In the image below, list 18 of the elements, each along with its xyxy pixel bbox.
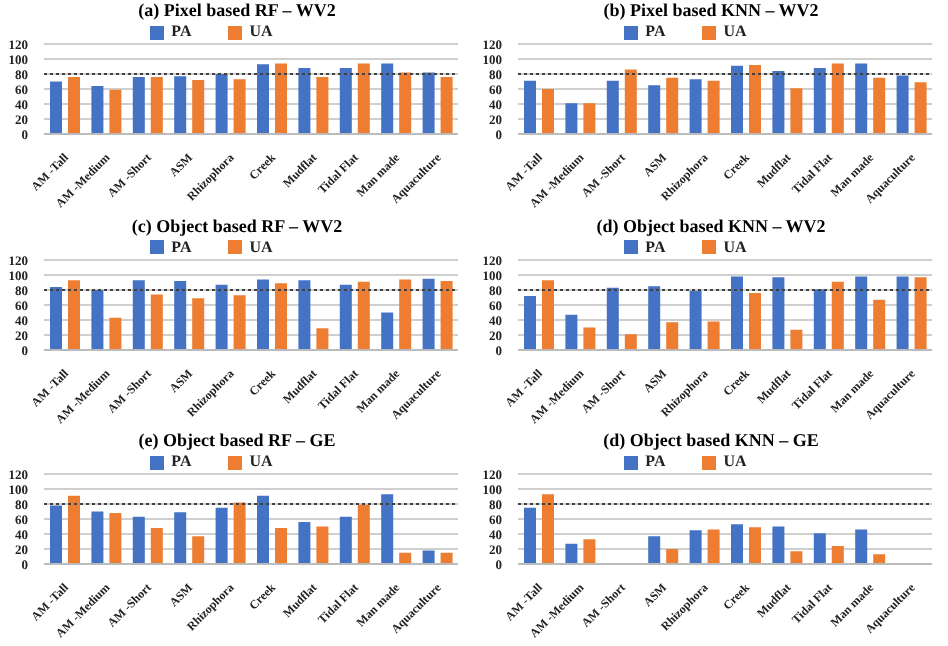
legend-label: PA	[645, 452, 666, 471]
chart-title: (a) Pixel based RF – WV2	[136, 0, 338, 22]
chart-title: (b) Pixel based KNN – WV2	[601, 0, 821, 22]
legend-label: UA	[723, 452, 747, 471]
legend-label: PA	[171, 22, 192, 40]
legend-label: UA	[249, 22, 273, 40]
chart-title: (d) Object based KNN – GE	[601, 430, 821, 453]
legend-label: PA	[645, 22, 666, 40]
chart-title: (c) Object based RF – WV2	[129, 215, 345, 238]
legend-label: PA	[171, 452, 192, 471]
legend-label: PA	[171, 237, 192, 256]
legend-label: PA	[645, 237, 666, 256]
legend-label: UA	[723, 237, 747, 256]
chart-title: (e) Object based RF – GE	[136, 430, 338, 453]
legend-label: UA	[723, 22, 747, 40]
legend-label: UA	[249, 452, 273, 471]
chart-title: (d) Object based KNN – WV2	[594, 215, 828, 238]
legend-label: UA	[249, 237, 273, 256]
